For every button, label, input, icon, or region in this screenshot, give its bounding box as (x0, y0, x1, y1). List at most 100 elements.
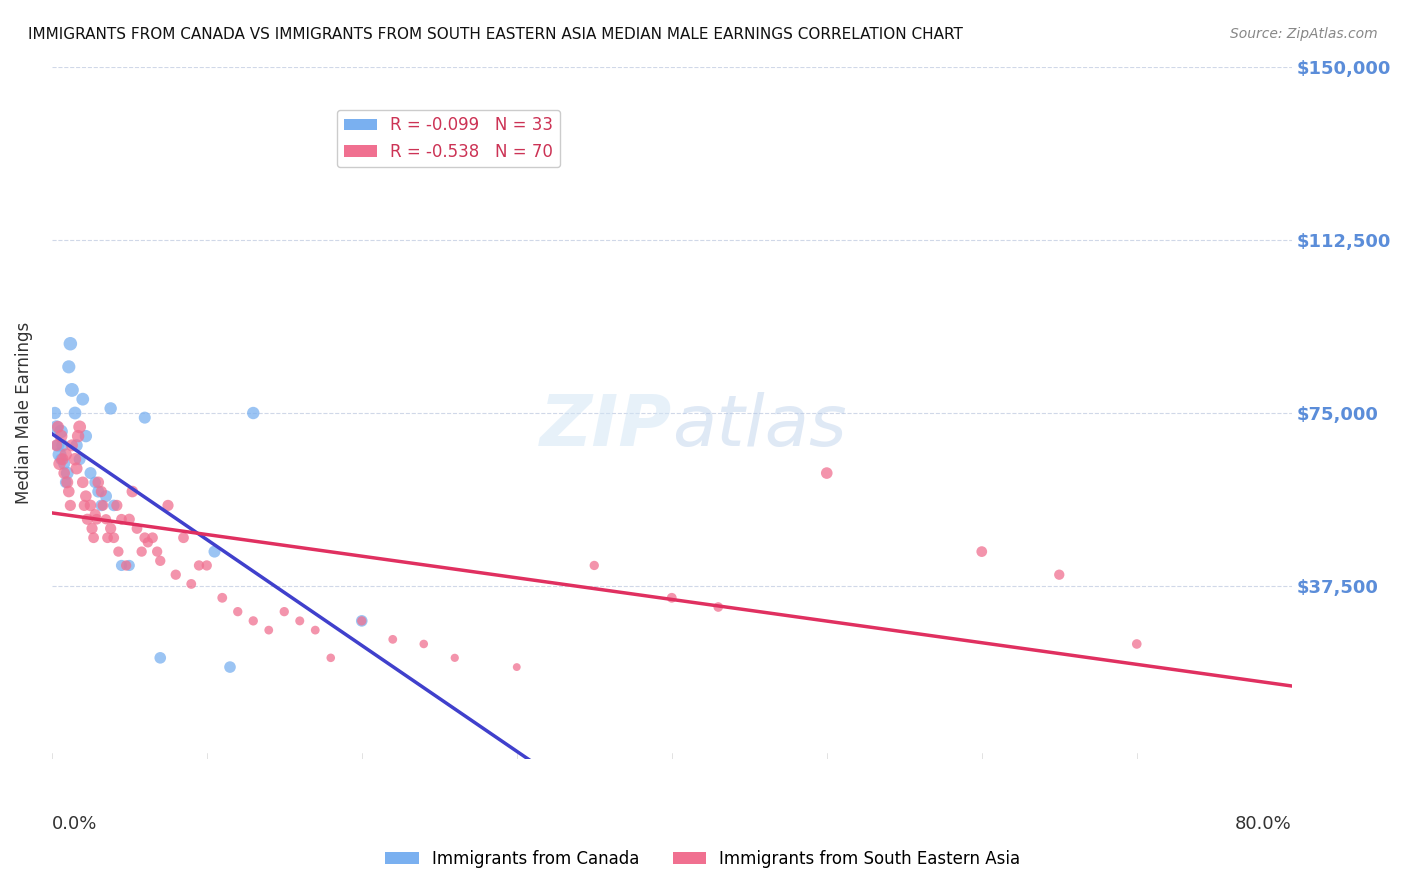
Legend: Immigrants from Canada, Immigrants from South Eastern Asia: Immigrants from Canada, Immigrants from … (378, 844, 1028, 875)
Point (94, 512, 117, 526)
Point (242, 614, 264, 628)
Point (44, 406, 66, 420)
Point (87, 484, 110, 499)
Text: IMMIGRANTS FROM CANADA VS IMMIGRANTS FROM SOUTH EASTERN ASIA MEDIAN MALE EARNING: IMMIGRANTS FROM CANADA VS IMMIGRANTS FRO… (28, 27, 963, 42)
Point (707, 600, 730, 615)
Point (75, 489, 97, 503)
Point (134, 410, 156, 425)
Point (815, 466, 838, 480)
Point (970, 544, 993, 558)
Point (59, 336, 82, 351)
Point (118, 512, 141, 526)
Point (45, 438, 67, 452)
Point (63, 452, 86, 467)
Point (583, 558, 606, 573)
Point (55, 475, 77, 490)
Point (60, 383, 83, 397)
Point (188, 558, 211, 573)
Point (180, 577, 202, 591)
Point (75, 429, 97, 443)
Point (131, 544, 153, 558)
Point (103, 499, 125, 513)
Point (242, 406, 264, 420)
Point (273, 605, 295, 619)
Point (149, 554, 172, 568)
Point (165, 567, 187, 582)
Point (91, 499, 114, 513)
Point (226, 605, 249, 619)
Point (56, 466, 79, 480)
Point (48, 448, 70, 462)
Point (49, 452, 72, 467)
Point (257, 623, 280, 637)
Point (100, 401, 122, 416)
Point (73, 499, 96, 513)
Point (90, 484, 112, 499)
Point (52, 438, 75, 452)
Point (65, 461, 87, 475)
Point (211, 591, 233, 605)
Point (110, 512, 132, 526)
Point (69, 420, 91, 434)
Point (156, 499, 179, 513)
Point (90, 499, 112, 513)
Point (53, 466, 76, 480)
Point (86, 512, 108, 526)
Point (1126, 637, 1149, 651)
Point (195, 558, 218, 573)
Point (58, 359, 80, 374)
Point (173, 531, 195, 545)
Text: Source: ZipAtlas.com: Source: ZipAtlas.com (1230, 27, 1378, 41)
Point (506, 660, 529, 674)
Point (58, 484, 80, 499)
Point (125, 521, 148, 535)
Point (83, 531, 105, 545)
Point (219, 660, 242, 674)
Point (107, 544, 129, 558)
Point (87, 475, 110, 490)
Point (96, 531, 118, 545)
Point (69, 452, 91, 467)
Point (46, 438, 69, 452)
Point (52, 452, 75, 467)
Point (60, 438, 83, 452)
Point (79, 466, 101, 480)
Point (118, 558, 141, 573)
Point (288, 614, 311, 628)
Point (134, 531, 156, 545)
Point (350, 614, 373, 628)
Text: 80.0%: 80.0% (1234, 815, 1292, 833)
Point (72, 392, 94, 406)
Point (110, 558, 132, 573)
Text: 0.0%: 0.0% (52, 815, 97, 833)
Point (72, 475, 94, 490)
Point (59, 499, 82, 513)
Point (94, 489, 117, 503)
Point (84, 508, 107, 522)
Point (103, 531, 125, 545)
Point (1047, 567, 1070, 582)
Point (84, 475, 107, 490)
Point (79, 499, 101, 513)
Text: atlas: atlas (672, 392, 846, 461)
Point (65, 438, 87, 452)
Point (56, 475, 79, 490)
Point (661, 591, 683, 605)
Point (149, 650, 172, 665)
Point (49, 425, 72, 439)
Point (53, 457, 76, 471)
Point (443, 650, 465, 665)
Point (146, 544, 169, 558)
Point (350, 614, 373, 628)
Point (412, 637, 434, 651)
Point (121, 484, 143, 499)
Point (46, 420, 69, 434)
Point (49, 429, 72, 443)
Point (115, 558, 138, 573)
Point (63, 406, 86, 420)
Point (67, 429, 90, 443)
Point (55, 448, 77, 462)
Point (136, 535, 159, 549)
Text: ZIP: ZIP (540, 392, 672, 461)
Point (76, 512, 98, 526)
